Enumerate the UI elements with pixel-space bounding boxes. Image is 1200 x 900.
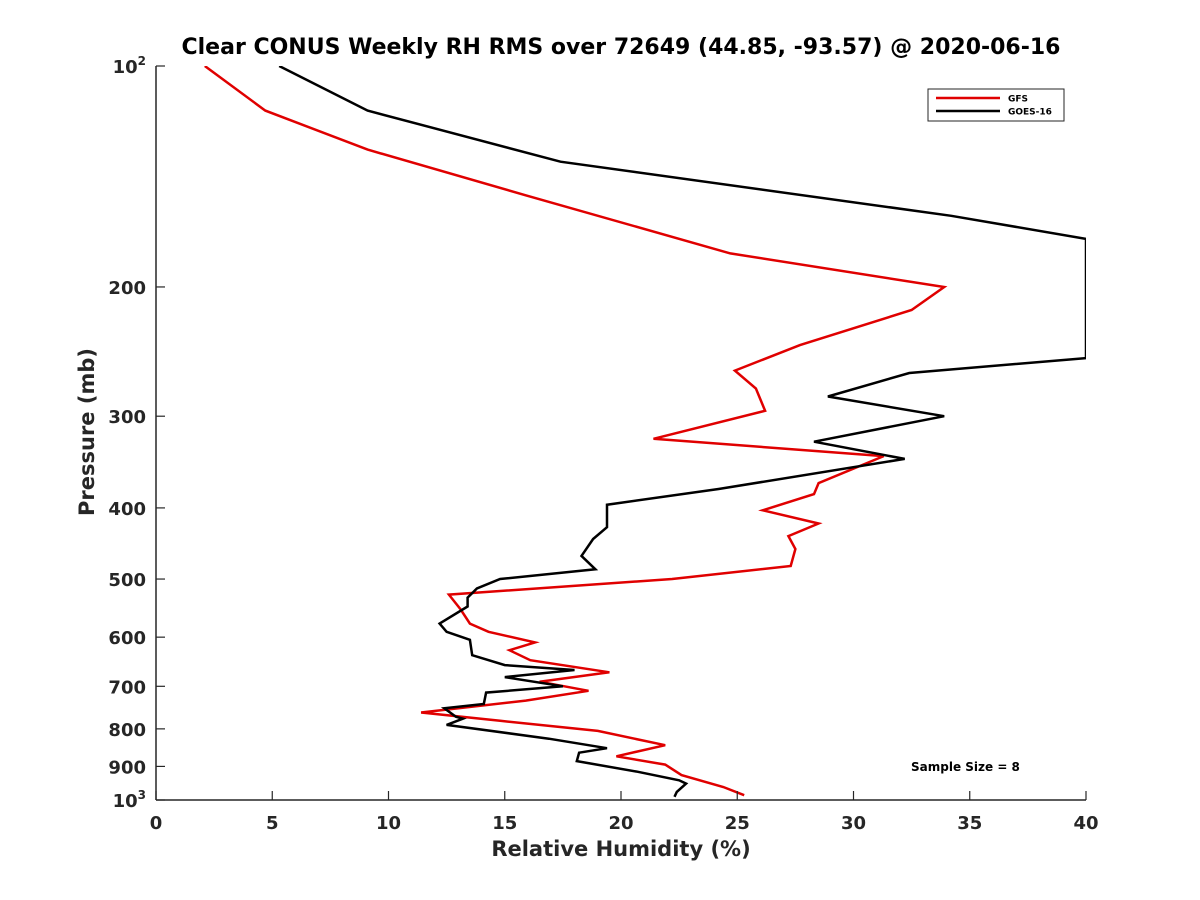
series-group [204,66,1086,798]
x-axis-label: Relative Humidity (%) [491,837,750,861]
x-tick-label: 40 [1073,813,1098,834]
x-tick-label: 20 [608,813,633,834]
y-axis-label: Pressure (mb) [75,348,99,516]
chart-title: Clear CONUS Weekly RH RMS over 72649 (44… [182,35,1061,60]
x-tick-label: 25 [725,813,750,834]
y-tick-label: 700 [108,677,146,698]
legend-label-goes-16: GOES-16 [1008,108,1052,118]
x-tick-label: 10 [376,813,401,834]
x-tick-label: 35 [957,813,982,834]
x-tick-label: 15 [492,813,517,834]
y-tick-label: 200 [108,278,146,299]
sample-size-annotation: Sample Size = 8 [911,760,1020,774]
x-tick-label: 0 [150,813,163,834]
legend-box [927,88,1065,122]
x-tick-label: 5 [266,813,279,834]
y-tick-label: 102 [113,54,146,78]
series-line-gfs [204,66,948,797]
y-tick-label: 600 [108,628,146,649]
y-tick-label: 400 [108,499,146,520]
series-line-goes-16 [278,66,1086,798]
y-tick-label: 900 [108,757,146,778]
legend-label-gfs: GFS [1008,95,1028,105]
y-tick-label: 800 [108,720,146,741]
legend: GFS GOES-16 [927,88,1065,122]
y-tick-label: 103 [113,788,146,812]
plot-area: 0 5 10 15 20 25 30 35 40 102 200 300 400 500 600 700 800… [108,54,1098,834]
y-tick-label: 500 [108,570,146,591]
y-tick-label: 300 [108,407,146,428]
x-tick-label: 30 [841,813,866,834]
